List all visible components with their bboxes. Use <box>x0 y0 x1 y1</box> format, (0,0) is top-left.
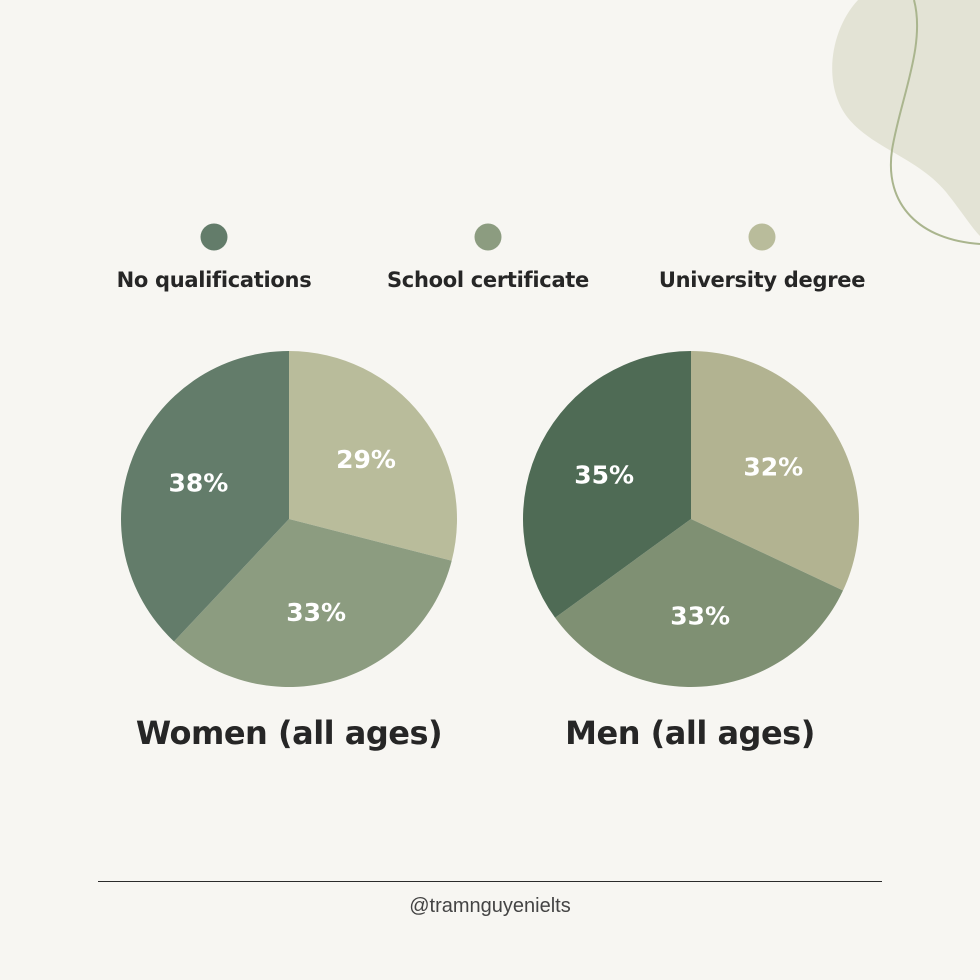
legend-dot-university-degree <box>748 223 776 251</box>
legend-label-no-qualifications: No qualifications <box>116 268 312 292</box>
legend-dot-school-certificate <box>474 223 502 251</box>
legend-dot-no-qualifications <box>200 223 228 251</box>
men-slice-label-no-qualifications: 35% <box>574 460 634 489</box>
men-slice-school-certificate <box>555 519 844 687</box>
men-slice-label-school-certificate: 33% <box>670 602 730 631</box>
women-slice-label-no-qualifications: 38% <box>168 469 228 498</box>
decor-blob-shape <box>832 0 980 236</box>
legend-label-school-certificate: School certificate <box>386 268 589 292</box>
men-slice-label-university-degree: 32% <box>743 452 803 481</box>
pie-chart-men: 32% 33% 35% <box>523 351 859 687</box>
pie-title-men: Men (all ages) <box>565 714 815 752</box>
men-slice-no-qualifications <box>523 351 691 618</box>
men-slice-university-degree <box>691 351 859 591</box>
legend-label-university-degree: University degree <box>658 268 866 292</box>
footer-handle: @tramnguyenielts <box>409 895 571 917</box>
women-slice-label-university-degree: 29% <box>336 445 396 474</box>
women-slice-no-qualifications <box>120 351 289 642</box>
women-slice-university-degree <box>289 351 457 561</box>
pie-title-women: Women (all ages) <box>135 714 443 752</box>
women-slice-school-certificate <box>173 519 452 687</box>
footer-divider <box>98 881 882 882</box>
pie-chart-women: 29% 33% 38% <box>120 351 457 687</box>
women-slice-label-school-certificate: 33% <box>286 598 346 627</box>
decor-curve-line <box>889 0 980 245</box>
